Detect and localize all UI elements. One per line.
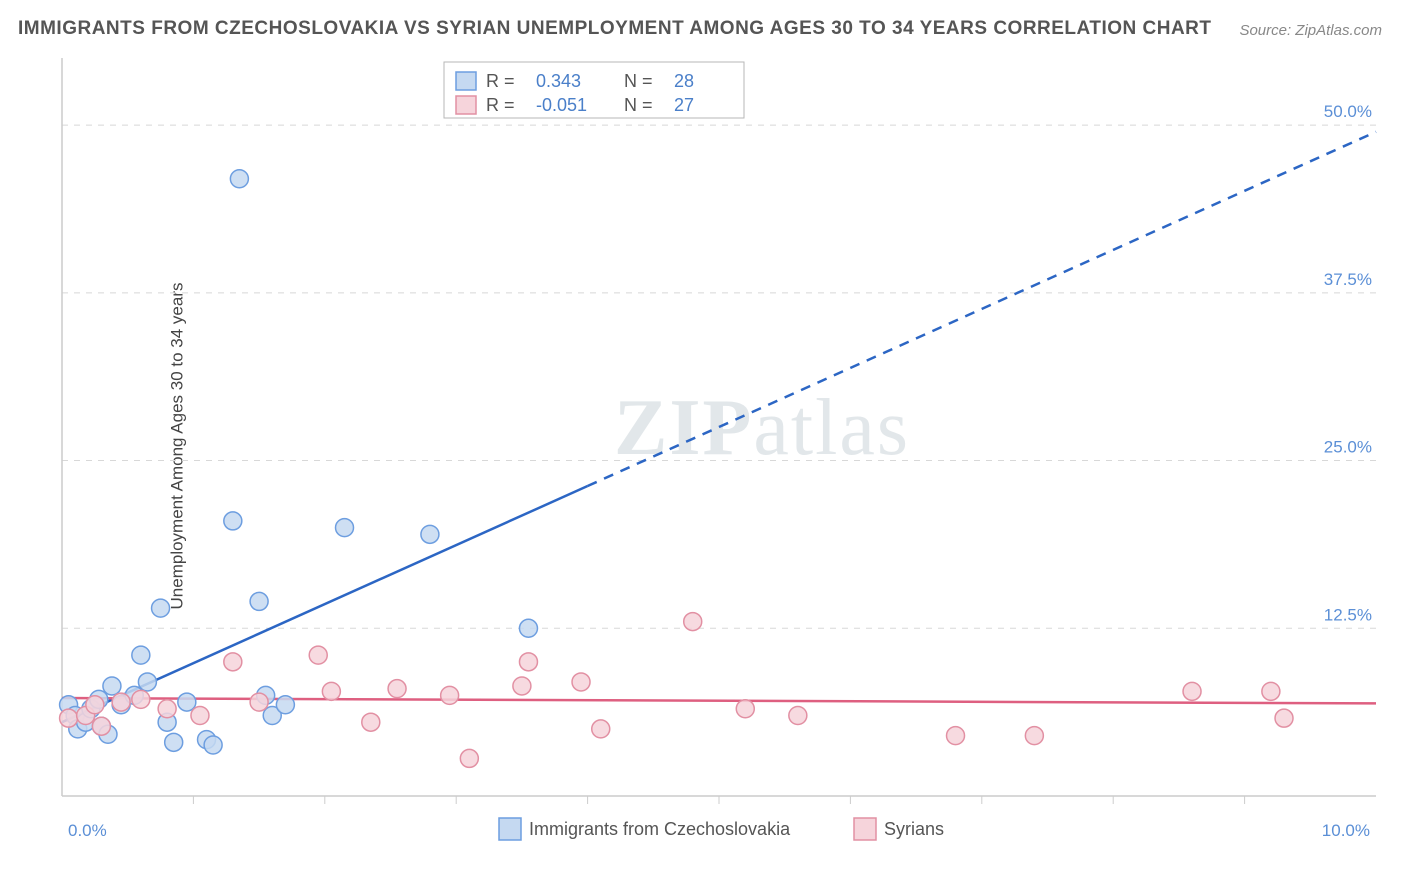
scatter-point: [572, 673, 590, 691]
stats-r-label: R =: [486, 95, 515, 115]
scatter-point: [224, 512, 242, 530]
scatter-point: [60, 709, 78, 727]
scatter-point: [1183, 682, 1201, 700]
y-tick-label: 12.5%: [1324, 605, 1372, 624]
scatter-point: [736, 700, 754, 718]
scatter-point: [191, 706, 209, 724]
scatter-point: [1275, 709, 1293, 727]
stats-r-value: -0.051: [536, 95, 587, 115]
scatter-point: [165, 733, 183, 751]
scatter-chart: 12.5% 25.0% 37.5% 50.0% ZIPatlas 0.0% 10.0% Imm…: [54, 54, 1384, 844]
scatter-point: [513, 677, 531, 695]
scatter-point: [92, 717, 110, 735]
scatter-point: [789, 706, 807, 724]
chart-title: IMMIGRANTS FROM CZECHOSLOVAKIA VS SYRIAN…: [18, 18, 1212, 40]
stats-n-label: N =: [624, 71, 653, 91]
chart-svg: 12.5% 25.0% 37.5% 50.0% ZIPatlas 0.0% 10.0% Imm…: [54, 54, 1384, 844]
scatter-point: [138, 673, 156, 691]
scatter-point: [322, 682, 340, 700]
scatter-point: [592, 720, 610, 738]
stats-r-label: R =: [486, 71, 515, 91]
trend-line-extrapolated: [588, 132, 1376, 486]
scatter-point: [86, 696, 104, 714]
legend-label: Syrians: [884, 819, 944, 839]
scatter-point: [947, 727, 965, 745]
x-tick-label-min: 0.0%: [68, 821, 107, 840]
scatter-point: [152, 599, 170, 617]
scatter-point: [250, 693, 268, 711]
scatter-point: [230, 170, 248, 188]
legend-label: Immigrants from Czechoslovakia: [529, 819, 791, 839]
scatter-point: [684, 613, 702, 631]
scatter-point: [132, 690, 150, 708]
x-tick-label-max: 10.0%: [1322, 821, 1370, 840]
scatter-point: [250, 592, 268, 610]
scatter-point: [132, 646, 150, 664]
scatter-point: [276, 696, 294, 714]
scatter-point: [1025, 727, 1043, 745]
scatter-point: [441, 686, 459, 704]
scatter-point: [519, 653, 537, 671]
watermark: ZIPatlas: [614, 384, 910, 472]
scatter-point: [519, 619, 537, 637]
scatter-point: [336, 519, 354, 537]
y-tick-label: 37.5%: [1324, 270, 1372, 289]
source-attribution: Source: ZipAtlas.com: [1239, 22, 1382, 39]
stats-swatch: [456, 72, 476, 90]
legend-swatch: [499, 818, 521, 840]
scatter-point: [204, 736, 222, 754]
scatter-point: [460, 749, 478, 767]
scatter-point: [388, 680, 406, 698]
scatter-point: [362, 713, 380, 731]
stats-n-label: N =: [624, 95, 653, 115]
scatter-point: [103, 677, 121, 695]
y-tick-label: 50.0%: [1324, 102, 1372, 121]
scatter-point: [158, 700, 176, 718]
stats-swatch: [456, 96, 476, 114]
legend-swatch: [854, 818, 876, 840]
scatter-point: [224, 653, 242, 671]
scatter-point: [1262, 682, 1280, 700]
stats-r-value: 0.343: [536, 71, 581, 91]
scatter-point: [421, 525, 439, 543]
scatter-point: [112, 693, 130, 711]
y-tick-label: 25.0%: [1324, 438, 1372, 457]
stats-n-value: 28: [674, 71, 694, 91]
scatter-point: [309, 646, 327, 664]
stats-n-value: 27: [674, 95, 694, 115]
scatter-point: [178, 693, 196, 711]
